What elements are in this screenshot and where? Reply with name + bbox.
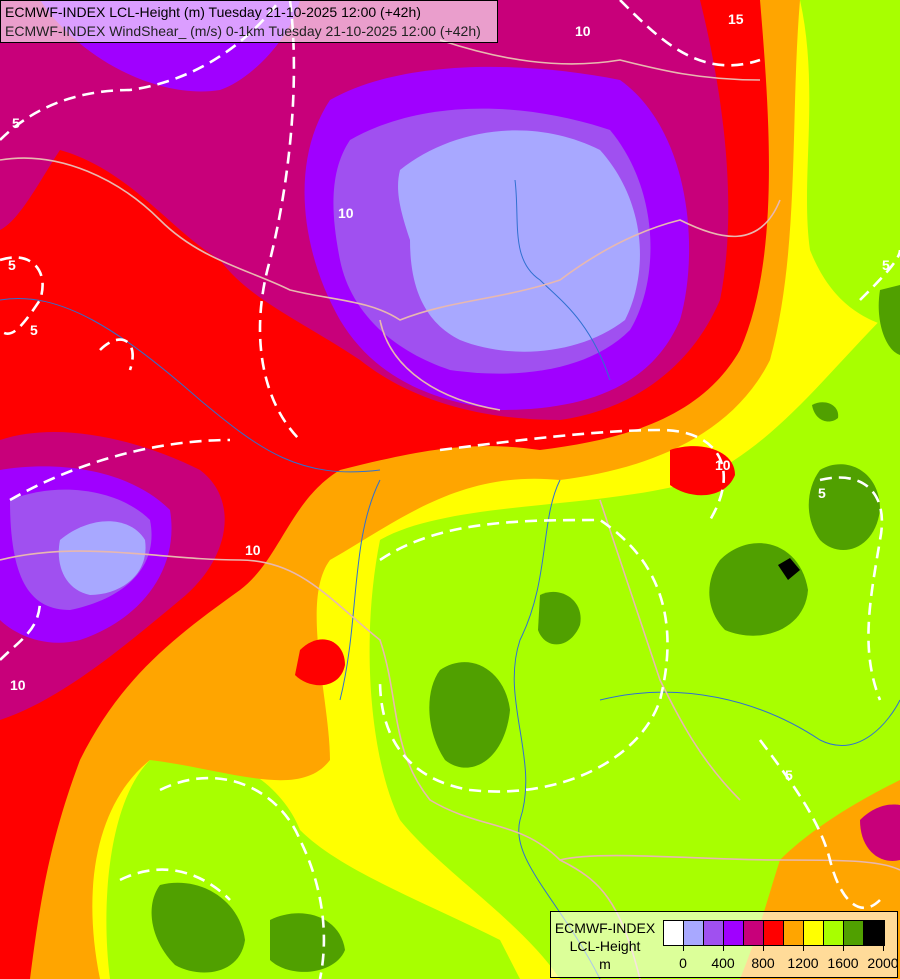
legend-tick-label: 1600 — [827, 955, 859, 971]
legend-tick-mark — [883, 945, 884, 951]
legend-tick-mark — [843, 945, 844, 951]
contour-label: 5 — [12, 115, 20, 131]
legend-swatch — [784, 921, 804, 945]
lcl-darkgreen-blob — [429, 662, 510, 768]
contour-label: 10 — [575, 23, 591, 39]
legend-swatch — [704, 921, 724, 945]
legend-swatch — [664, 921, 684, 945]
legend-tick-mark — [723, 945, 724, 951]
legend-swatch — [824, 921, 844, 945]
legend-tick-label: 1200 — [787, 955, 819, 971]
legend-title: ECMWF-INDEX — [554, 920, 656, 936]
contour-label: 5 — [8, 257, 16, 273]
map-title-box: ECMWF-INDEX LCL-Height (m) Tuesday 21-10… — [0, 0, 498, 43]
lcl-black-spot — [778, 558, 800, 580]
contour-label: 10 — [338, 205, 354, 221]
lcl-lightblue-core-w — [58, 521, 146, 595]
lcl-magenta-blob-se — [860, 804, 900, 861]
title-lcl-height: ECMWF-INDEX LCL-Height (m) Tuesday 21-10… — [5, 4, 421, 20]
legend-swatch — [724, 921, 744, 945]
lcl-darkgreen-blob — [270, 913, 345, 972]
lcl-darkgreen-blob — [151, 882, 245, 973]
contour-label: 5 — [818, 485, 826, 501]
lcl-darkgreen-blob — [538, 591, 581, 645]
legend-tick-label: 0 — [679, 955, 687, 971]
contour-label: 5 — [882, 257, 890, 273]
contour-label: 5 — [785, 767, 793, 783]
title-windshear: ECMWF-INDEX WindShear_ (m/s) 0-1km Tuesd… — [5, 23, 481, 39]
legend-tick-label: 400 — [711, 955, 735, 971]
legend-tick-label: 2000 — [867, 955, 899, 971]
legend-tick-mark — [763, 945, 764, 951]
legend-swatch — [844, 921, 864, 945]
lcl-green-region — [369, 300, 900, 979]
legend-swatch — [744, 921, 764, 945]
legend-variable: LCL-Height — [569, 938, 641, 954]
contour-labels: 5 10 15 10 5 5 10 10 5 10 5 5 — [8, 11, 890, 783]
legend-tick-mark — [803, 945, 804, 951]
lcl-darkgreen-blob — [808, 464, 880, 550]
contour-label: 15 — [728, 11, 744, 27]
color-legend: ECMWF-INDEX LCL-Height m 0 400 800 1200 1600… — [550, 911, 899, 978]
legend-tick-label: 800 — [751, 955, 775, 971]
legend-swatch — [684, 921, 704, 945]
contour-label: 10 — [715, 457, 731, 473]
lcl-darkgreen-blob — [878, 285, 900, 355]
legend-unit: m — [599, 956, 611, 972]
legend-swatches — [663, 920, 885, 946]
contour-label: 10 — [245, 542, 261, 558]
lcl-red-blob — [295, 639, 345, 686]
lcl-darkgreen-blob — [812, 402, 839, 422]
lcl-green-region-ne — [800, 0, 900, 330]
contour-label: 5 — [30, 322, 38, 338]
contour-label: 10 — [10, 677, 26, 693]
rivers — [0, 179, 900, 979]
legend-swatch — [804, 921, 824, 945]
legend-tick-mark — [683, 945, 684, 951]
legend-swatch — [764, 921, 784, 945]
legend-swatch — [864, 921, 884, 945]
country-borders — [0, 39, 900, 979]
